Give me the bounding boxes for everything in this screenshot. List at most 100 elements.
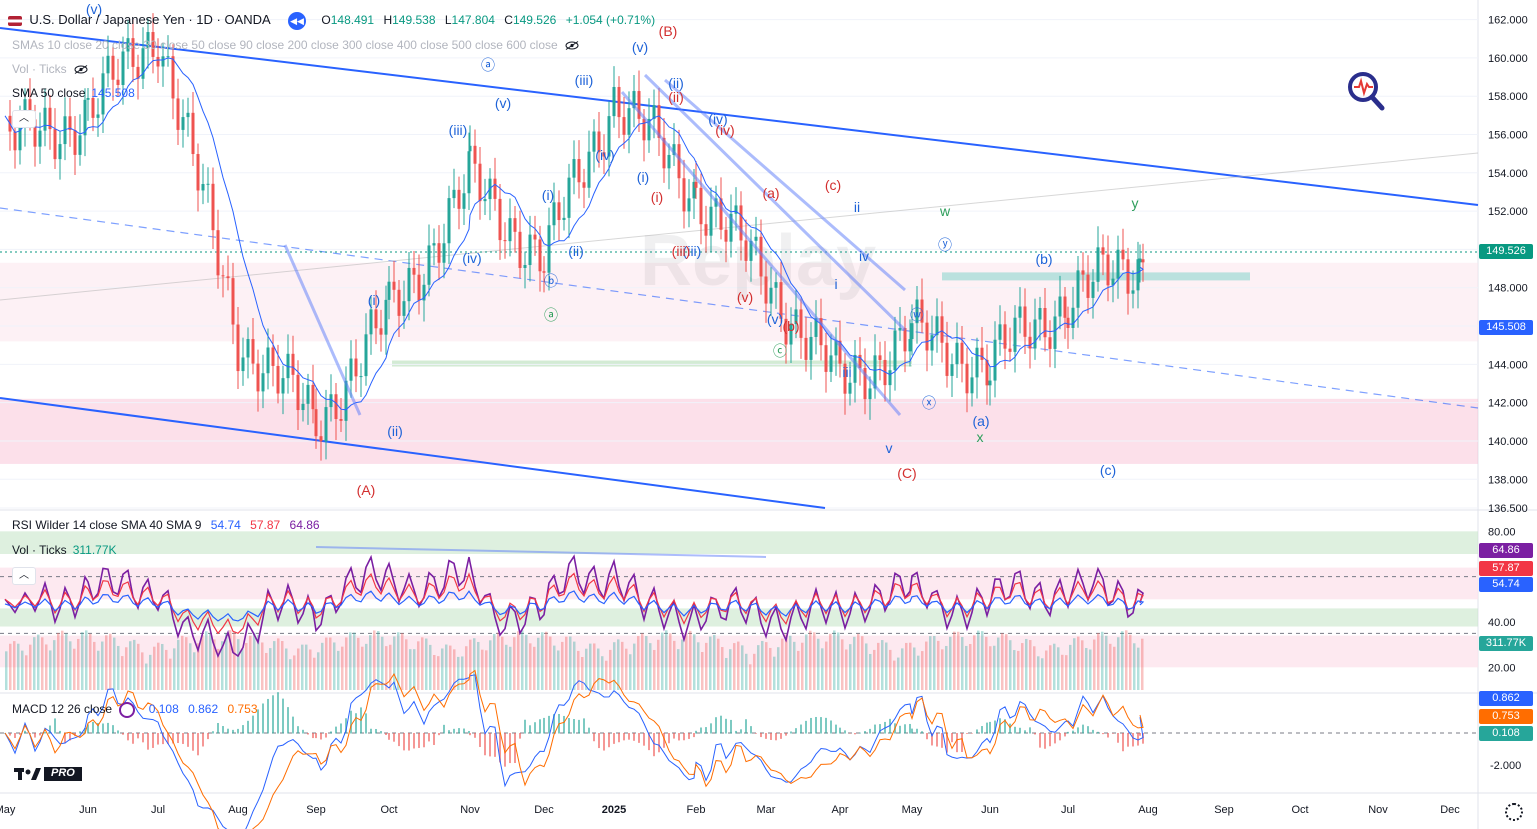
macd-histogram-bar bbox=[909, 723, 911, 734]
volume-bar bbox=[261, 642, 264, 690]
candle-body bbox=[508, 218, 512, 242]
macd-histogram-bar bbox=[735, 730, 737, 734]
candle-body bbox=[1081, 270, 1085, 275]
candle-body bbox=[354, 358, 358, 377]
candle-body bbox=[462, 193, 466, 209]
price-tick-label: 152.000 bbox=[1488, 206, 1528, 218]
macd-histogram-bar bbox=[287, 707, 289, 734]
vol-ticks-legend-top[interactable]: Vol · Ticks bbox=[12, 62, 88, 76]
signal-badge: 0.753 bbox=[1479, 709, 1533, 724]
candle-body bbox=[53, 129, 57, 160]
volume-bar bbox=[505, 644, 508, 690]
volume-bar bbox=[769, 647, 772, 690]
volume-bar bbox=[161, 643, 164, 690]
candle-body bbox=[18, 125, 22, 151]
macd-legend[interactable]: MACD 12 26 close 0.108 0.862 0.753 bbox=[12, 702, 258, 718]
hidden-eye-icon[interactable] bbox=[74, 65, 88, 75]
candle-body bbox=[988, 380, 992, 386]
zoom-analysis-icon[interactable] bbox=[1346, 70, 1386, 112]
volume-bar bbox=[325, 637, 328, 690]
candle-body bbox=[868, 388, 872, 400]
volume-bar bbox=[133, 639, 136, 690]
candle-body bbox=[1053, 316, 1057, 349]
sma50-legend[interactable]: SMA 50 close 145.508 bbox=[12, 86, 135, 100]
volume-bar bbox=[361, 646, 364, 690]
macd-histogram-bar bbox=[608, 733, 610, 748]
volume-bar bbox=[901, 648, 904, 690]
macd-histogram-bar bbox=[1029, 727, 1031, 734]
macd-histogram-bar bbox=[648, 733, 650, 751]
macd-histogram-bar bbox=[489, 733, 491, 757]
volume-bar bbox=[513, 637, 516, 690]
candle-body bbox=[13, 131, 17, 151]
macd-histogram-bar bbox=[683, 733, 685, 741]
volume-bar bbox=[961, 637, 964, 690]
price-tick-label: 158.000 bbox=[1488, 91, 1528, 103]
wave-label: (B) bbox=[659, 23, 678, 39]
volume-bar bbox=[485, 650, 488, 690]
volume-bar bbox=[449, 645, 452, 690]
candle-body bbox=[181, 117, 185, 130]
macd-histogram-bar bbox=[539, 719, 541, 734]
target-band bbox=[942, 272, 1250, 281]
vol-legend[interactable]: Vol · Ticks 311.77K bbox=[12, 543, 117, 557]
macd-settings-icon[interactable] bbox=[119, 702, 136, 718]
macd-histogram-bar bbox=[658, 733, 660, 753]
volume-bar bbox=[377, 631, 380, 690]
candle-body bbox=[106, 55, 110, 74]
macd-histogram-bar bbox=[1034, 733, 1036, 735]
macd-histogram-bar bbox=[1107, 733, 1109, 738]
macd-histogram-bar bbox=[1049, 733, 1051, 747]
rsi-sma9-badge: 57.87 bbox=[1479, 561, 1533, 576]
volume-bar bbox=[629, 654, 632, 690]
candle-body bbox=[774, 282, 778, 288]
settings-gear-icon[interactable] bbox=[1505, 803, 1523, 821]
volume-bar bbox=[521, 630, 524, 690]
volume-bar bbox=[977, 630, 980, 690]
volume-bar bbox=[81, 632, 84, 690]
time-tick-label: Apr bbox=[831, 804, 848, 816]
macd-histogram-bar bbox=[152, 733, 154, 748]
candle-body bbox=[246, 339, 250, 358]
wave-label: (v) bbox=[495, 95, 511, 111]
volume-bar bbox=[1021, 643, 1024, 690]
symbol-title[interactable]: U.S. Dollar / Japanese Yen · 1D · OANDA bbox=[29, 12, 271, 28]
wave-label: ⓧ bbox=[922, 395, 936, 411]
volume-bar bbox=[305, 644, 308, 690]
volume-bar bbox=[917, 655, 920, 690]
macd-histogram-bar bbox=[1019, 727, 1021, 734]
macd-histogram-bar bbox=[966, 733, 968, 734]
hidden-eye-icon[interactable] bbox=[565, 41, 579, 51]
volume-bar bbox=[837, 632, 840, 690]
volume-bar bbox=[353, 632, 356, 690]
macd-histogram-bar bbox=[137, 733, 139, 739]
volume-bar bbox=[309, 649, 312, 690]
macd-histogram-bar bbox=[534, 722, 536, 734]
volume-bar bbox=[605, 660, 608, 690]
smas-legend[interactable]: SMAs 10 close 20 close 30 close 50 close… bbox=[12, 38, 579, 52]
replay-icon[interactable]: ◀◀ bbox=[288, 12, 307, 30]
volume-bar bbox=[289, 659, 292, 690]
volume-bar bbox=[569, 636, 572, 690]
tradingview-logo[interactable]: PRO bbox=[14, 766, 84, 787]
macd-histogram-bar bbox=[715, 717, 717, 734]
volume-bar bbox=[757, 645, 760, 690]
time-tick-label: 2025 bbox=[602, 804, 626, 816]
macd-histogram-bar bbox=[277, 692, 279, 734]
collapse-rsi-button[interactable]: ︿ bbox=[12, 567, 36, 585]
demand-zone bbox=[0, 398, 1478, 464]
candle-body bbox=[729, 213, 733, 242]
macd-histogram-bar bbox=[142, 733, 144, 743]
collapse-legend-button[interactable]: ︿ bbox=[12, 110, 36, 128]
candle-body bbox=[1091, 281, 1095, 298]
candle-body bbox=[572, 159, 576, 178]
volume-bar bbox=[701, 652, 704, 690]
macd-histogram-bar bbox=[815, 716, 817, 734]
candle-body bbox=[141, 48, 145, 79]
macd-histogram-bar bbox=[673, 733, 675, 739]
rsi-legend[interactable]: RSI Wilder 14 close SMA 40 SMA 9 54.74 5… bbox=[12, 518, 320, 532]
wave-label: (i) bbox=[651, 189, 663, 205]
macd-histogram-bar bbox=[961, 733, 963, 752]
candle-body bbox=[759, 236, 763, 277]
